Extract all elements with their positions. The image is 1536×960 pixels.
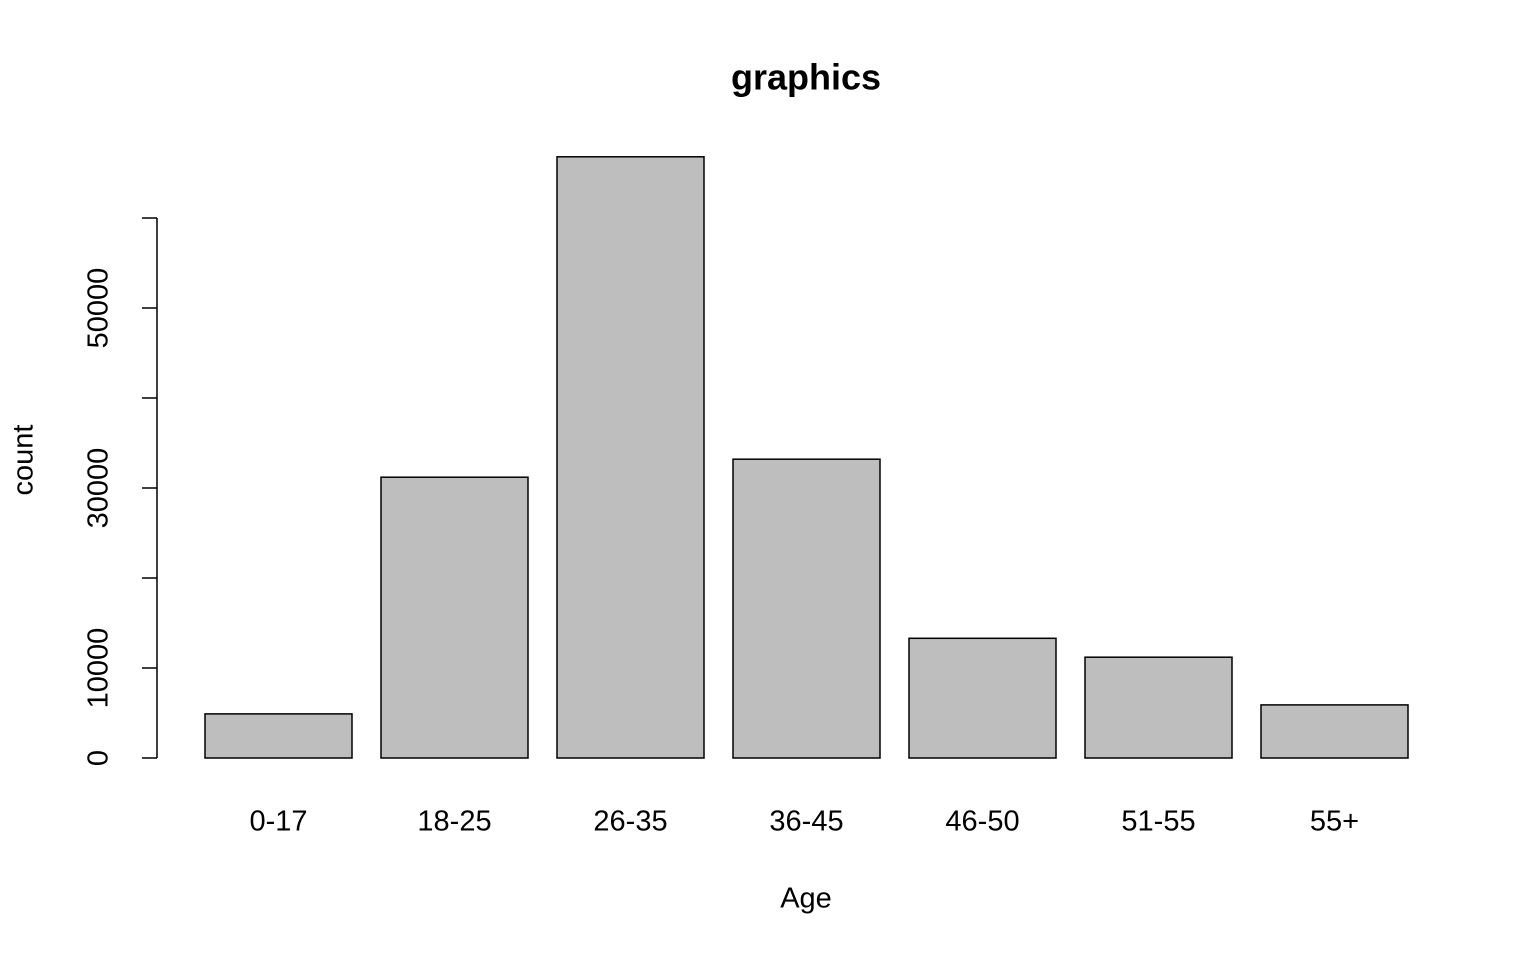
bar <box>1260 704 1409 759</box>
bar <box>1084 656 1233 759</box>
x-tick-label: 55+ <box>1310 806 1359 838</box>
bar <box>908 637 1057 759</box>
y-tick-label: 0 <box>83 750 115 766</box>
bar <box>204 713 353 759</box>
x-tick-label: 26-35 <box>593 806 667 838</box>
x-tick-label: 46-50 <box>945 806 1019 838</box>
x-tick-label: 51-55 <box>1121 806 1195 838</box>
y-tick-label: 30000 <box>83 448 115 529</box>
bar <box>556 156 705 759</box>
x-tick-label: 18-25 <box>417 806 491 838</box>
bar <box>380 476 529 759</box>
x-tick-label: 0-17 <box>249 806 307 838</box>
x-axis-label: Age <box>780 883 832 915</box>
y-tick-label: 50000 <box>83 268 115 349</box>
y-axis-label: count <box>8 425 40 496</box>
chart-title: graphics <box>731 57 881 98</box>
y-tick-label: 10000 <box>83 628 115 709</box>
bar <box>732 458 881 759</box>
x-tick-label: 36-45 <box>769 806 843 838</box>
